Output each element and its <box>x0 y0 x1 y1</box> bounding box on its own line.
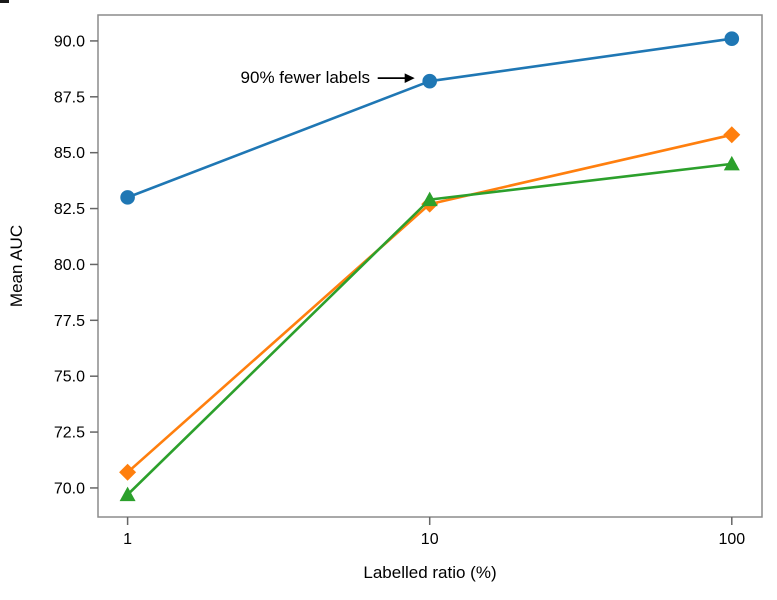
green-triangles-marker <box>421 191 438 207</box>
y-axis-title: Mean AUC <box>7 225 26 307</box>
green-triangles-marker <box>119 486 136 502</box>
y-tick-label: 82.5 <box>54 201 85 218</box>
y-tick-label: 87.5 <box>54 89 85 106</box>
plot-border <box>97 14 763 518</box>
y-tick-label: 85.0 <box>54 145 85 162</box>
x-tick-label: 1 <box>123 531 132 548</box>
y-tick-label: 72.5 <box>54 425 85 442</box>
green-triangles-marker <box>723 155 740 171</box>
orange-diamonds-marker <box>723 126 741 144</box>
screen-edge-artifact <box>0 0 9 3</box>
blue-circles-marker <box>120 190 135 205</box>
x-axis-title: Labelled ratio (%) <box>363 563 496 582</box>
annotation-text: 90% fewer labels <box>241 68 370 87</box>
annotation-arrow <box>377 73 415 83</box>
x-axis-ticks: 1 10 100 <box>123 517 745 548</box>
y-tick-label: 80.0 <box>54 257 85 274</box>
orange-diamonds-line <box>126 133 734 474</box>
data-series <box>119 31 741 502</box>
x-tick-label: 100 <box>718 531 745 548</box>
orange-diamonds-marker <box>119 463 137 481</box>
plot-frame <box>97 14 763 518</box>
blue-circles-marker <box>724 31 740 46</box>
y-axis-ticks: 70.0 72.5 75.0 77.5 80.0 82.5 85.0 87.5 90.0 <box>54 33 98 497</box>
y-tick-label: 77.5 <box>54 313 85 330</box>
green-triangles-line <box>126 162 734 496</box>
y-tick-label: 75.0 <box>54 369 85 386</box>
y-tick-label: 70.0 <box>54 480 85 497</box>
y-tick-label: 90.0 <box>54 33 85 50</box>
blue-circles-marker <box>422 73 437 89</box>
x-tick-label: 10 <box>421 531 439 548</box>
arrow-head <box>404 73 415 83</box>
